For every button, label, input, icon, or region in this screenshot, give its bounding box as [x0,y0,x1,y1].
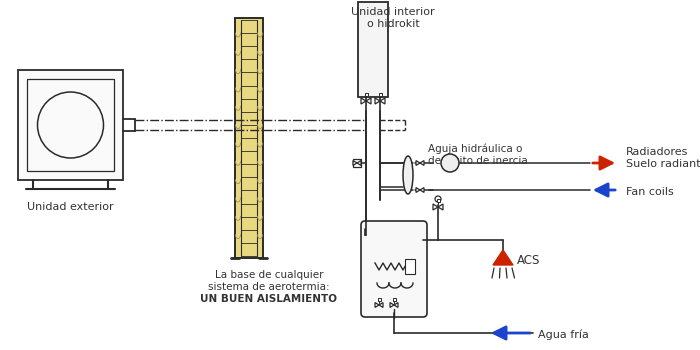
Polygon shape [433,204,438,210]
Text: sistema de aerotermia:: sistema de aerotermia: [208,282,330,292]
Text: Unidad exterior: Unidad exterior [27,202,114,212]
Circle shape [441,154,459,172]
Text: Fan coils: Fan coils [626,187,673,197]
Polygon shape [390,303,394,307]
Polygon shape [420,188,424,193]
Polygon shape [361,98,366,104]
Bar [365,93,368,96]
Text: La base de cualquier: La base de cualquier [215,270,323,280]
Text: Unidad interior
o hidrokit: Unidad interior o hidrokit [351,7,435,29]
Polygon shape [493,250,513,265]
Polygon shape [420,161,424,166]
Text: Aguja hidráulica o
depósito de inercia: Aguja hidráulica o depósito de inercia [428,144,528,166]
Polygon shape [353,161,357,166]
Polygon shape [366,98,371,104]
Bar [18,70,123,180]
Bar [437,199,440,202]
Polygon shape [438,204,443,210]
Bar [377,298,381,301]
Polygon shape [375,303,379,307]
Text: Agua fría: Agua fría [538,330,589,340]
Text: Radiadores
Suelo radiante: Radiadores Suelo radiante [626,147,700,169]
Polygon shape [380,98,385,104]
FancyBboxPatch shape [361,221,427,317]
Bar [353,159,361,167]
Polygon shape [379,303,383,307]
Text: ACS: ACS [517,253,540,266]
Polygon shape [416,161,420,166]
Circle shape [435,196,441,202]
Bar [379,93,382,96]
Bar [236,19,262,257]
Polygon shape [416,188,420,193]
Bar [393,298,395,301]
Polygon shape [394,303,398,307]
Polygon shape [357,161,361,166]
Polygon shape [375,98,380,104]
Bar [358,2,388,97]
Ellipse shape [403,156,413,194]
Bar [27,79,114,171]
Bar [405,259,415,274]
Text: UN BUEN AISLAMIENTO: UN BUEN AISLAMIENTO [200,294,337,304]
